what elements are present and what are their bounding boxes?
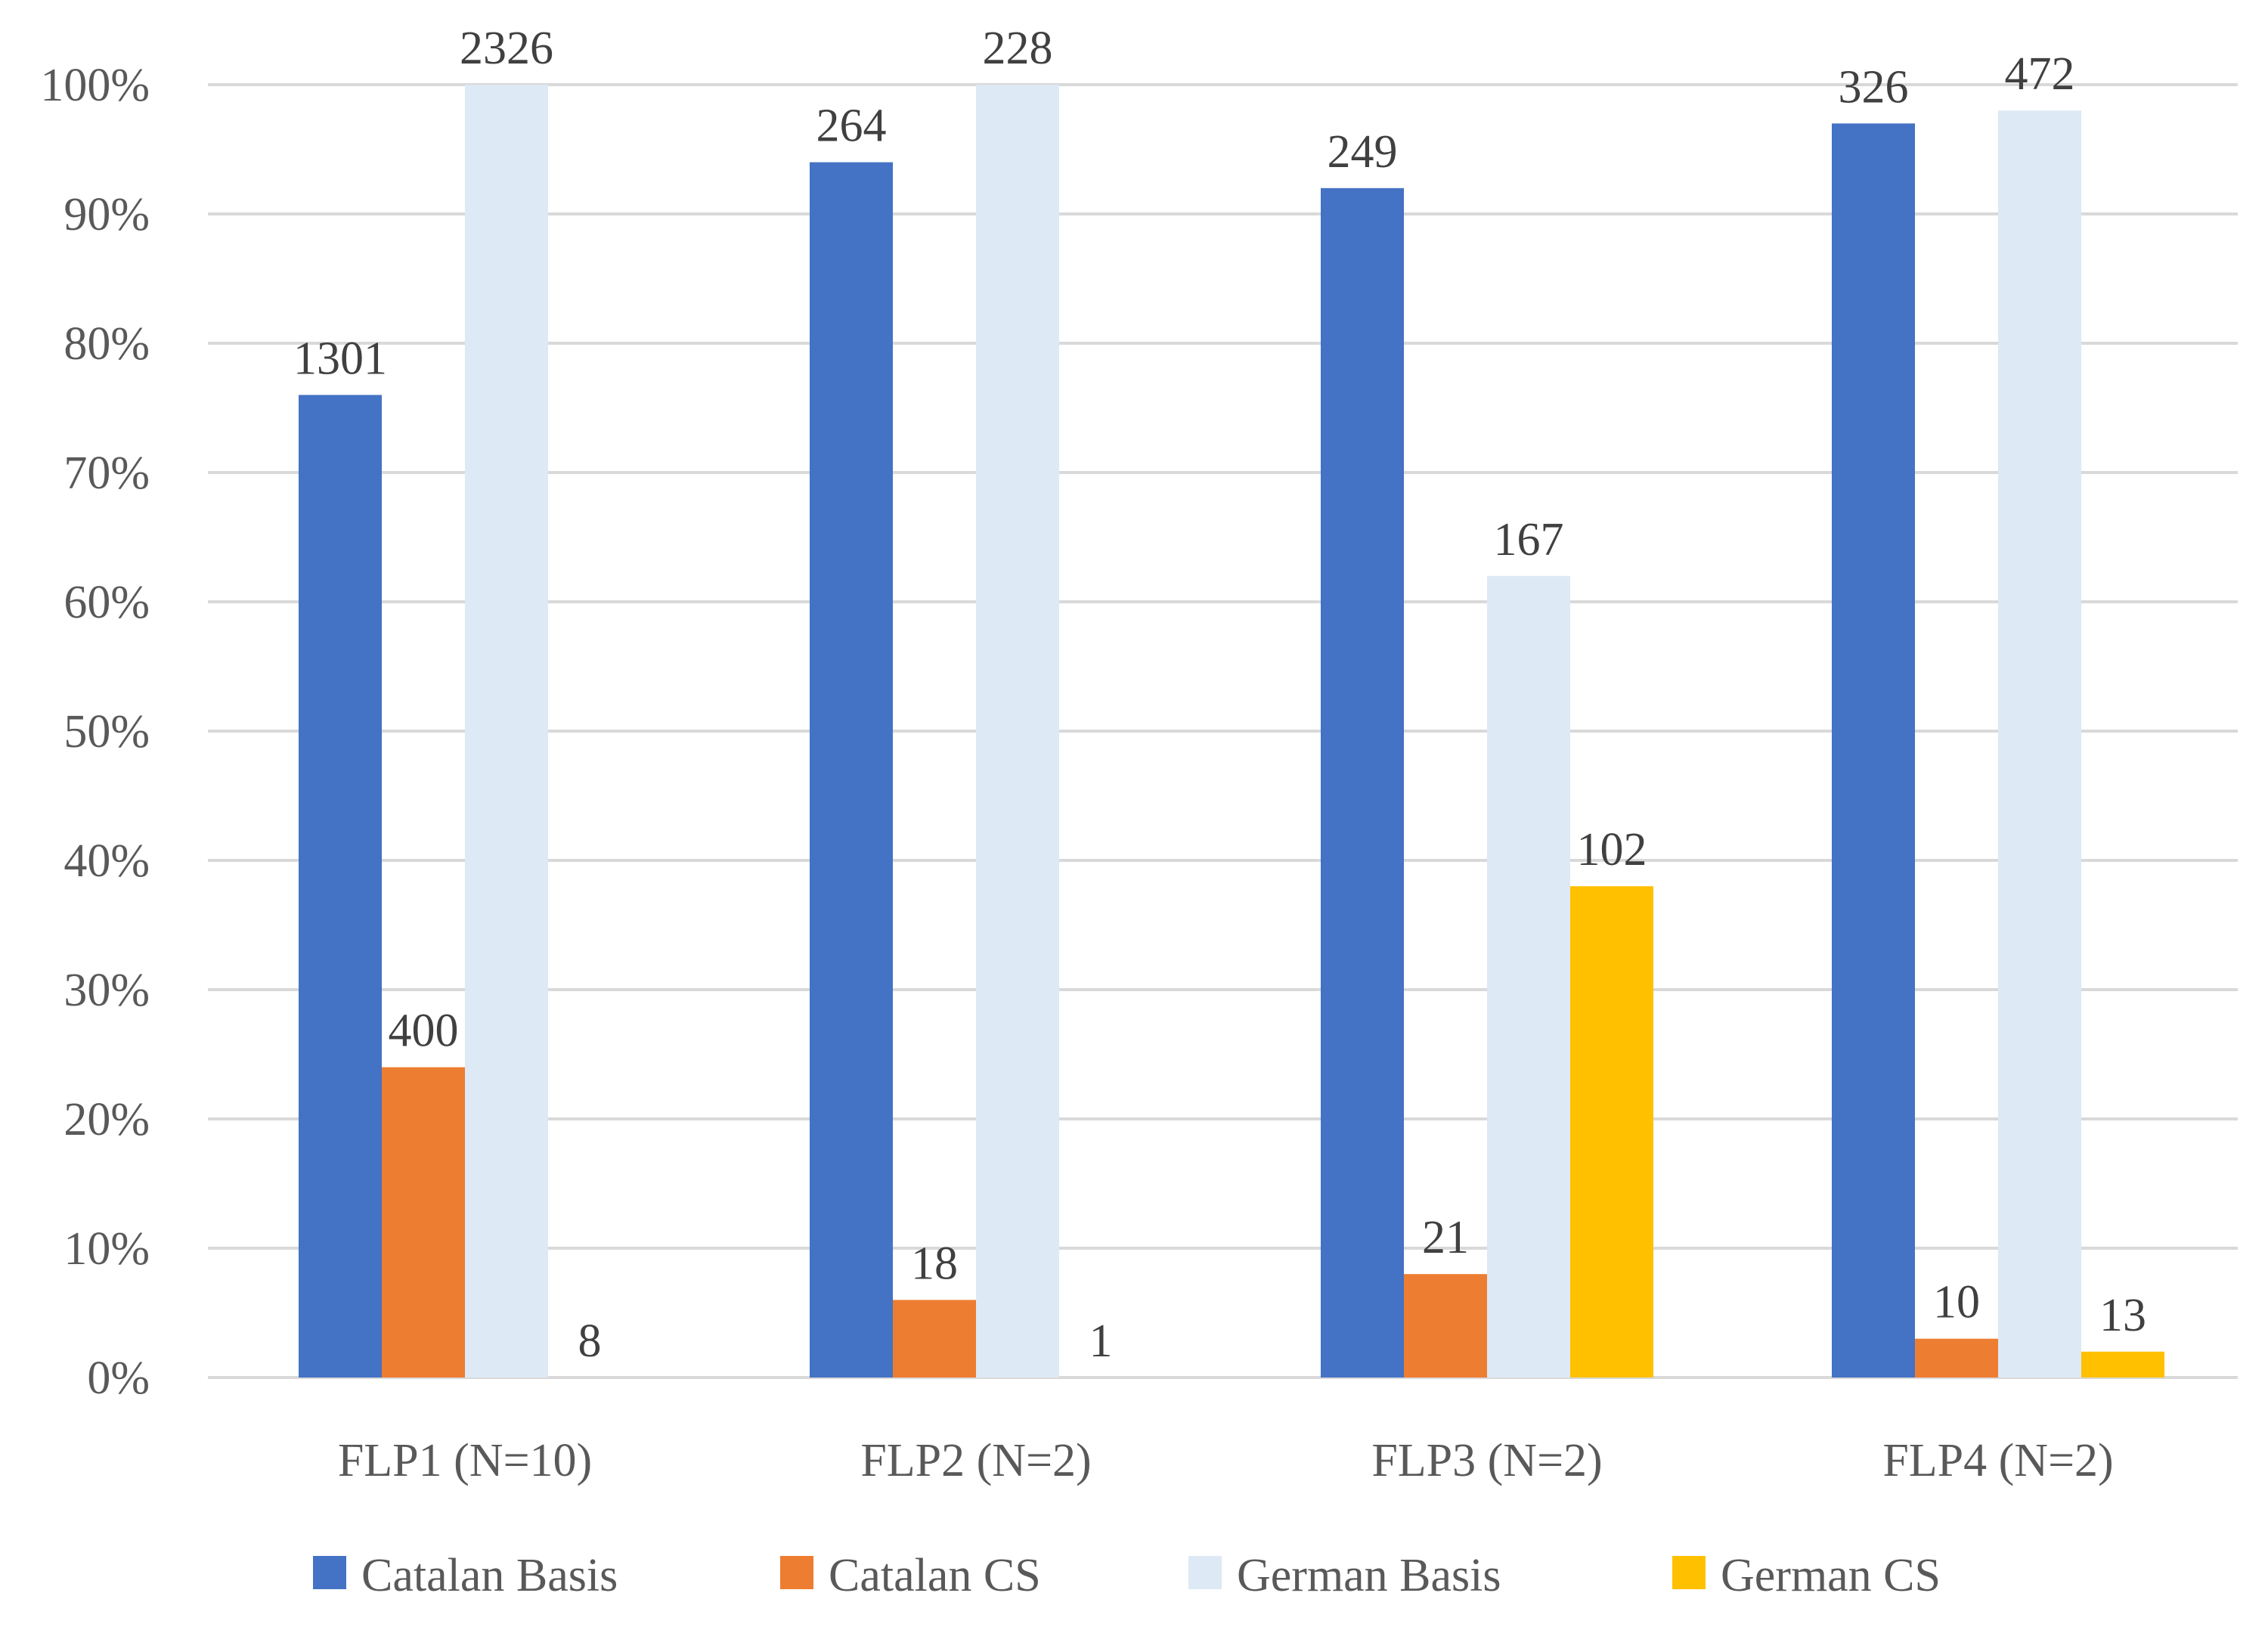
y-tick-label: 100%	[40, 60, 150, 111]
y-tick-label: 50%	[64, 706, 150, 758]
data-label: 264	[816, 101, 887, 152]
y-axis-tick-labels: 0% 10% 20% 30% 40% 50% 60% 70% 80% 90% 100%	[40, 60, 150, 1404]
y-tick-label: 30%	[64, 965, 150, 1016]
legend-swatch	[1672, 1556, 1706, 1589]
y-tick-label: 90%	[64, 189, 150, 240]
y-tick-label: 70%	[64, 448, 150, 499]
category-label: FLP3 (N=2)	[1371, 1435, 1602, 1486]
data-label: 326	[1839, 61, 1909, 113]
bar	[1570, 886, 1653, 1378]
bar	[1998, 110, 2081, 1378]
bars	[299, 85, 2164, 1378]
data-label: 2326	[460, 23, 553, 74]
bar	[976, 85, 1059, 1378]
bar	[1321, 187, 1404, 1378]
legend-label: German Basis	[1237, 1550, 1501, 1601]
x-axis-category-labels: FLP1 (N=10) FLP2 (N=2) FLP3 (N=2) FLP4 (N=2…	[338, 1435, 2114, 1486]
legend-swatch	[313, 1556, 346, 1589]
category-label: FLP4 (N=2)	[1882, 1435, 2113, 1486]
y-tick-label: 10%	[64, 1223, 150, 1275]
legend-swatch	[1188, 1556, 1222, 1589]
data-label: 8	[578, 1316, 602, 1367]
legend-label: German CS	[1721, 1550, 1941, 1601]
legend-swatch	[780, 1556, 813, 1589]
bar	[2081, 1351, 2164, 1378]
category-label: FLP1 (N=10)	[338, 1435, 592, 1486]
bar	[465, 85, 548, 1378]
legend-label: Catalan CS	[829, 1550, 1041, 1601]
bar	[810, 162, 893, 1378]
data-label: 18	[911, 1238, 958, 1289]
y-tick-label: 20%	[64, 1094, 150, 1145]
data-label: 1	[1089, 1316, 1113, 1367]
data-label: 102	[1577, 824, 1647, 875]
legend: Catalan Basis Catalan CS German Basis Germa…	[313, 1550, 1941, 1601]
bar	[1487, 575, 1570, 1378]
data-label: 21	[1422, 1212, 1469, 1263]
data-label: 472	[2005, 48, 2075, 100]
y-tick-label: 60%	[64, 577, 150, 628]
bar	[1915, 1338, 1998, 1378]
category-label: FLP2 (N=2)	[860, 1435, 1091, 1486]
bar	[1832, 123, 1915, 1378]
data-labels: 1301 264 249 326 400 18 21 10 2326 228 167 472 8 1 102…	[293, 23, 2146, 1367]
data-label: 10	[1933, 1277, 1980, 1328]
y-tick-label: 80%	[64, 318, 150, 370]
bar	[299, 395, 382, 1378]
y-tick-label: 40%	[64, 835, 150, 887]
data-label: 1301	[293, 333, 387, 384]
data-label: 13	[2099, 1290, 2146, 1341]
y-tick-label: 0%	[87, 1353, 150, 1404]
bar	[382, 1067, 465, 1378]
bar	[1404, 1274, 1487, 1378]
legend-label: Catalan Basis	[361, 1550, 618, 1601]
data-label: 228	[983, 23, 1053, 74]
data-label: 167	[1494, 514, 1564, 566]
bar	[893, 1300, 976, 1378]
data-label: 400	[389, 1006, 459, 1057]
data-label: 249	[1328, 126, 1398, 178]
